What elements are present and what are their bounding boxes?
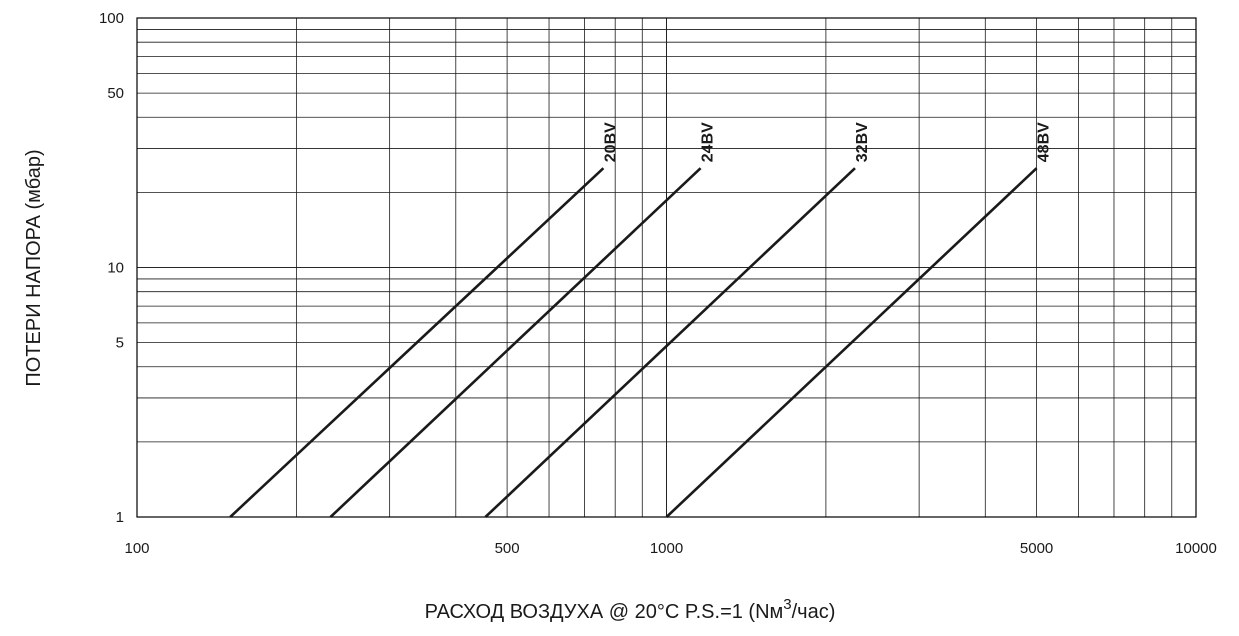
x-tick-label: 100: [124, 540, 149, 557]
series-line-48bv: [665, 167, 1038, 518]
y-axis-title: ПОТЕРИ НАПОРА (мбар): [23, 149, 45, 386]
y-tick-labels: 1 5 10 50 100: [99, 10, 124, 526]
series-label-20bv: 20BV: [602, 122, 619, 162]
x-axis-title-superscript: 3: [783, 596, 791, 613]
series-line-24bv: [329, 167, 702, 518]
series-label-32bv: 32BV: [854, 122, 871, 162]
y-tick-label: 10: [107, 260, 124, 277]
series-line-20bv: [229, 167, 605, 518]
series-labels: 20BV 24BV 32BV 48BV: [602, 122, 1052, 162]
y-tick-label: 50: [107, 85, 124, 102]
x-tick-label: 5000: [1020, 540, 1053, 557]
series-lines: [229, 167, 1038, 518]
x-axis-title-prefix: РАСХОД ВОЗДУХА @ 20°C P.S.=1 (Nм: [425, 601, 784, 623]
series-line-32bv: [484, 167, 856, 518]
x-axis-title: РАСХОД ВОЗДУХА @ 20°C P.S.=1 (Nм3/час): [425, 596, 836, 623]
x-tick-label: 500: [495, 540, 520, 557]
series-label-48bv: 48BV: [1036, 122, 1053, 162]
y-tick-label: 100: [99, 10, 124, 27]
x-tick-label: 1000: [650, 540, 683, 557]
x-axis-title-suffix: /час): [792, 601, 836, 623]
y-tick-label: 5: [116, 335, 124, 352]
y-tick-label: 1: [116, 509, 124, 526]
series-label-24bv: 24BV: [700, 122, 717, 162]
y-grid: [137, 17, 1196, 518]
x-tick-labels: 100 500 1000 5000 10000: [124, 540, 1216, 557]
x-tick-label: 10000: [1175, 540, 1217, 557]
